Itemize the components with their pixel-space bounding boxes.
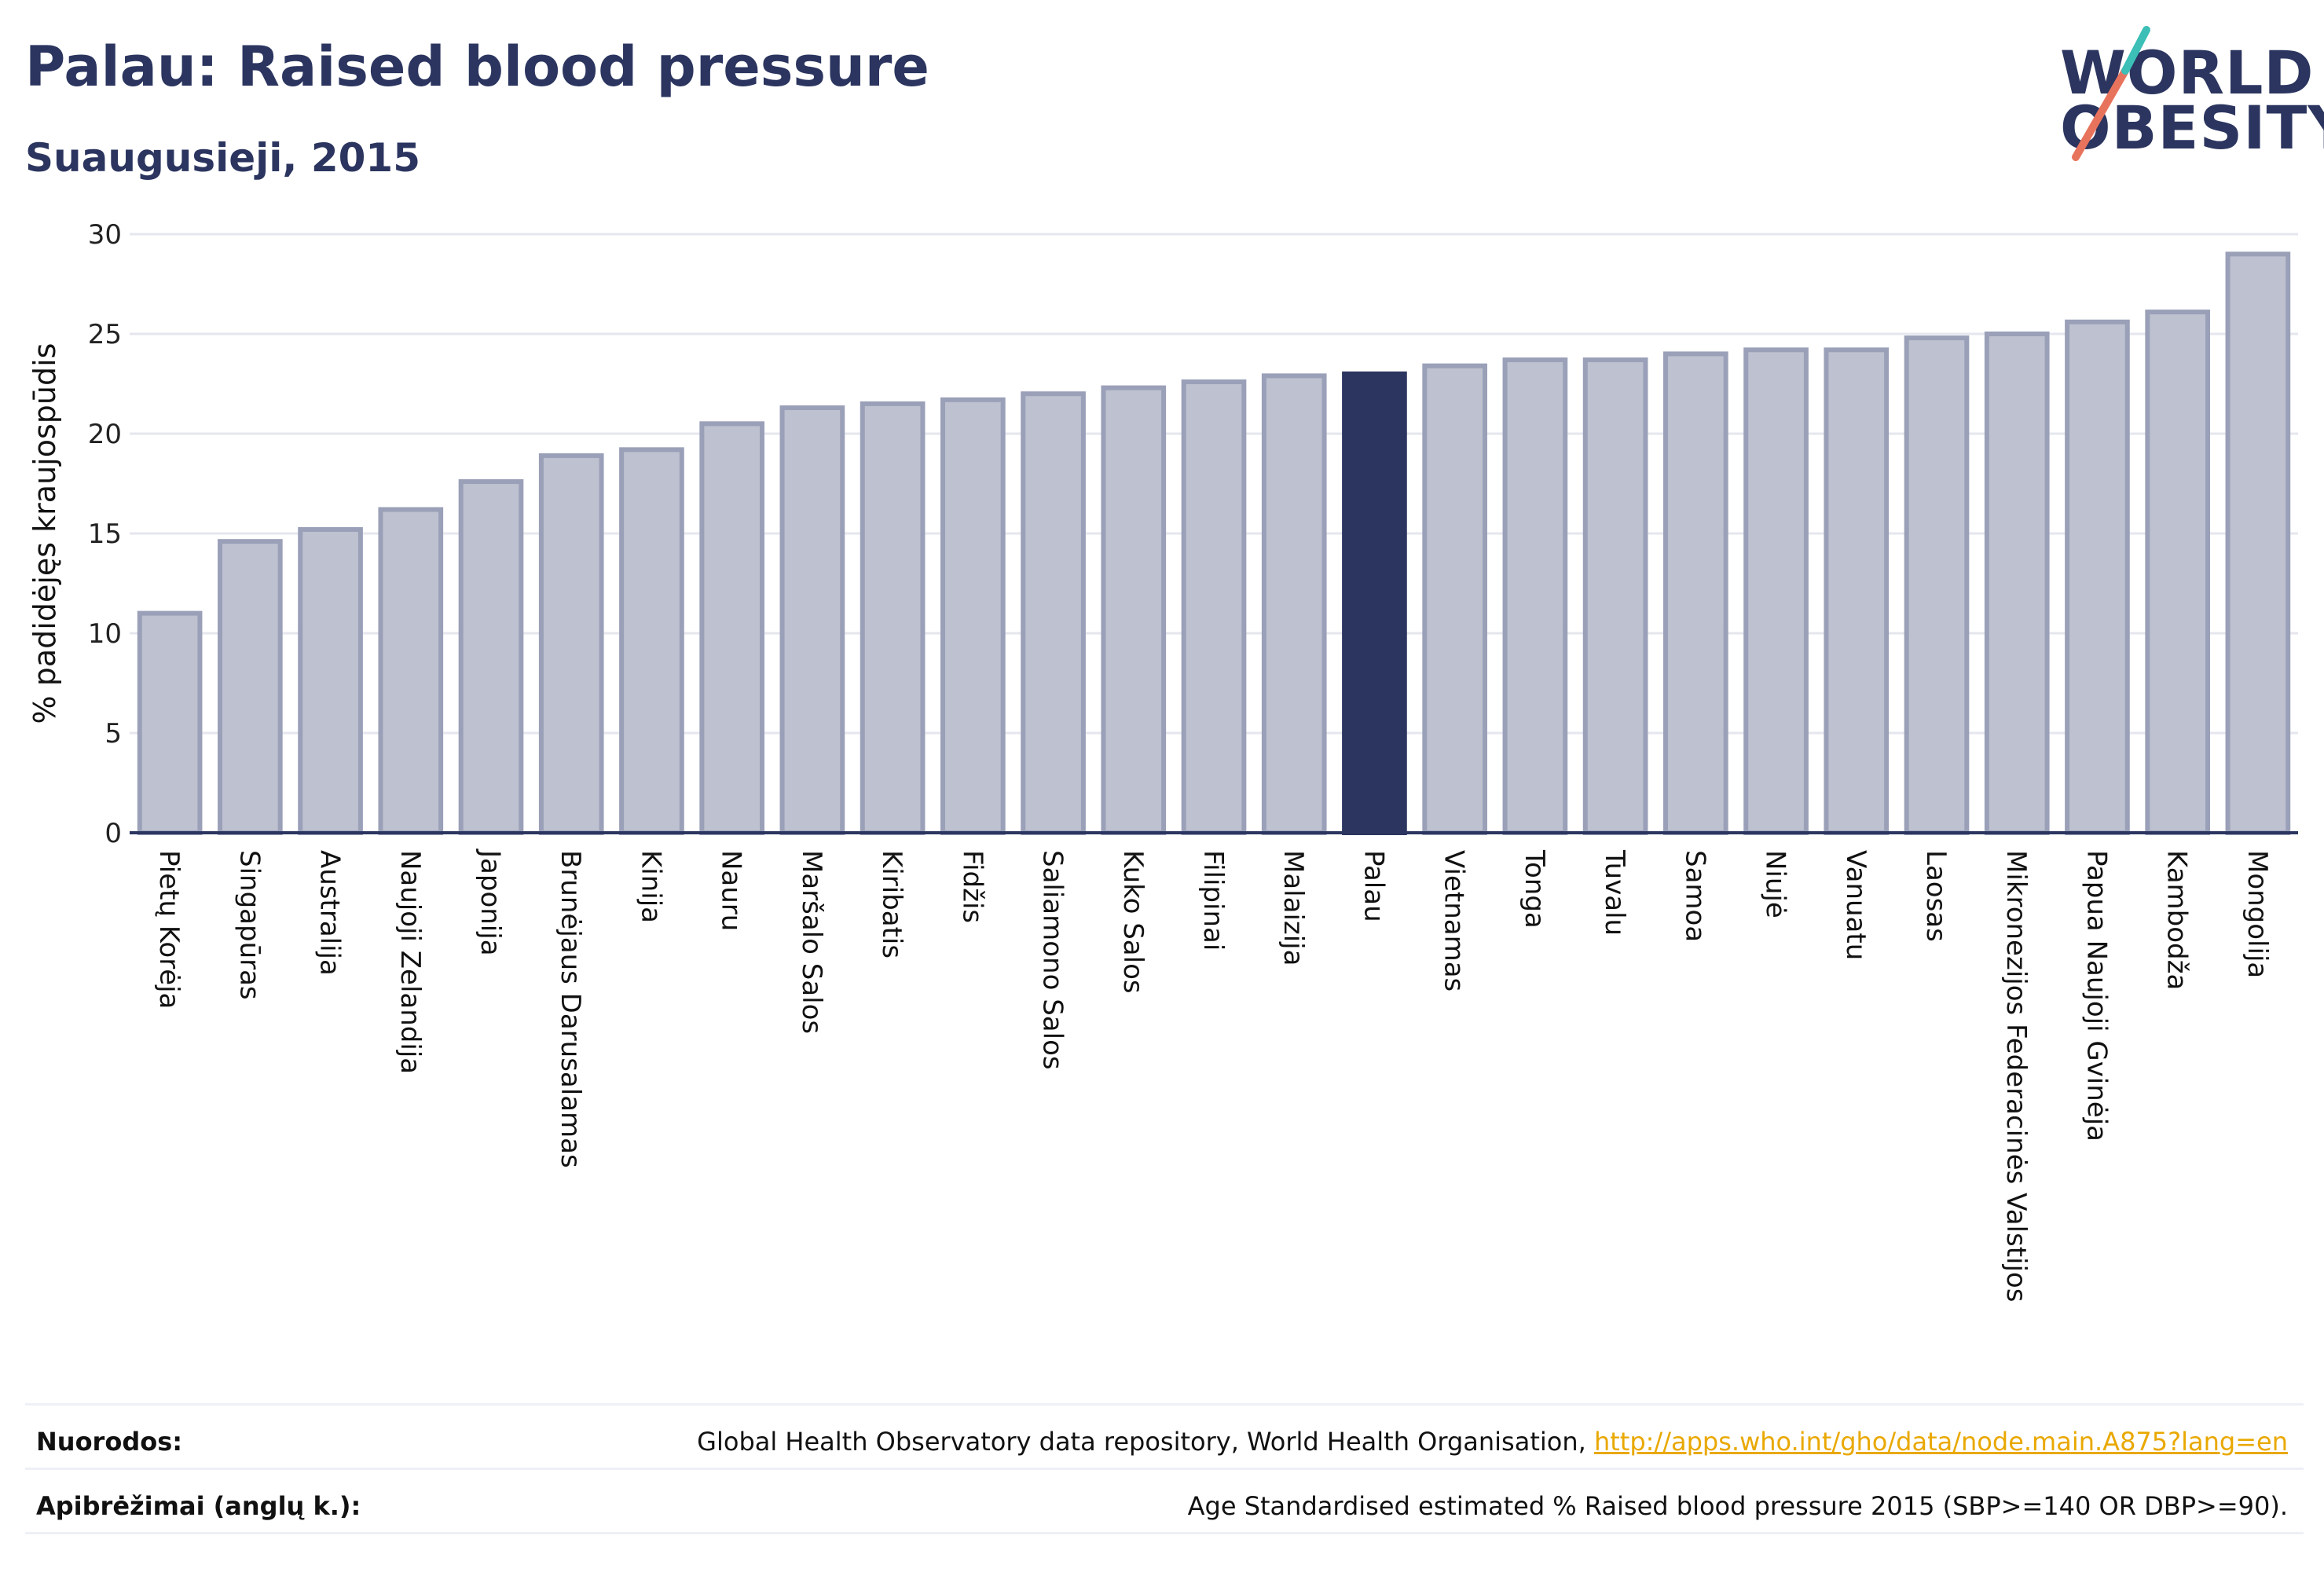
x-tick-label: Australija <box>314 850 346 976</box>
x-tick-label: Fidžis <box>956 850 988 923</box>
x-tick-label: Palau <box>1358 850 1389 922</box>
x-tick-label: Kinija <box>635 850 666 923</box>
x-tick-label: Vietnamas <box>1439 850 1470 991</box>
y-tick-label: 30 <box>88 219 122 251</box>
x-tick-label: Nauru <box>716 850 747 931</box>
bar-tuvalu[interactable] <box>1582 357 1648 835</box>
bar-laosas[interactable] <box>1904 335 1970 835</box>
y-tick-label: 15 <box>88 519 122 550</box>
sources-value: Global Health Observatory data repositor… <box>697 1427 2288 1457</box>
bar-samoa[interactable] <box>1663 351 1728 835</box>
x-tick-label: Saliamono Salos <box>1037 850 1069 1070</box>
bar-mongolija[interactable] <box>2225 251 2291 835</box>
bar-kambod-a[interactable] <box>2145 310 2210 835</box>
bar-piet-kor-ja[interactable] <box>137 610 203 835</box>
bar-vietnamas[interactable] <box>1422 363 1488 835</box>
chart-title: Palau: Raised blood pressure <box>25 35 929 99</box>
x-tick-label: Filipinai <box>1197 850 1229 951</box>
x-tick-label: Singapūras <box>233 850 265 1000</box>
sources-label: Nuorodos: <box>36 1427 183 1457</box>
x-tick-label: Maršalo Salos <box>796 850 827 1034</box>
x-tick-label: Tonga <box>1519 849 1550 929</box>
x-tick-label: Papua Naujoji Gvinėja <box>2080 850 2112 1142</box>
x-tick-label: Japonija <box>475 848 506 956</box>
x-tick-label: Niujė <box>1760 850 1791 918</box>
bar-malaizija[interactable] <box>1261 373 1327 835</box>
bar-brun-jaus-darusalamas[interactable] <box>538 453 604 835</box>
logo-text-world: WORLD <box>2060 38 2315 108</box>
y-axis-title: % padidėjęs kraujospūdis <box>27 343 62 724</box>
sources-text: Global Health Observatory data repositor… <box>697 1427 1594 1457</box>
bar-fid-is[interactable] <box>940 397 1006 835</box>
footer-divider-bottom <box>25 1532 2304 1534</box>
x-tick-label: Mongolija <box>2242 850 2273 978</box>
bar-filipinai[interactable] <box>1181 379 1247 835</box>
chart-subtitle: Suaugusieji, 2015 <box>25 135 420 181</box>
bars <box>137 251 2291 836</box>
x-tick-label: Naujoji Zelandija <box>394 850 426 1074</box>
bar-kiribatis[interactable] <box>860 401 926 835</box>
bar-tonga[interactable] <box>1502 357 1568 835</box>
x-tick-label: Brunėjaus Darusalamas <box>555 850 586 1168</box>
y-tick-label: 25 <box>88 319 122 350</box>
bar-japonija[interactable] <box>458 478 524 836</box>
bar-chart: 0 5 10 15 20 25 30 Pietų Korėja Singapūras Austra… <box>27 219 2298 1302</box>
x-tick-label: Vanuatu <box>1840 850 1871 960</box>
x-tick-label: Kiribatis <box>876 850 907 958</box>
x-tick-label: Tuvalu <box>1599 849 1630 936</box>
bar-papua-naujoji-gvin-ja[interactable] <box>2065 319 2130 835</box>
x-tick-label: Kambodža <box>2161 850 2193 990</box>
bar-australija[interactable] <box>298 526 363 835</box>
bar-palau[interactable] <box>1342 371 1407 835</box>
footer-divider-top <box>25 1403 2304 1406</box>
x-tick-label: Kuko Salos <box>1117 850 1149 994</box>
definitions-value: Age Standardised estimated % Raised bloo… <box>1187 1491 2288 1521</box>
x-tick-label: Laosas <box>1920 850 1952 942</box>
bar-naujoji-zelandija[interactable] <box>378 507 444 836</box>
logo-slash-icon <box>2072 26 2150 161</box>
y-tick-label: 5 <box>104 718 122 750</box>
bar-singap-ras[interactable] <box>218 539 283 835</box>
bar-mikronezijos-federacin-s-valstijos[interactable] <box>1984 332 2050 835</box>
bar-nauru[interactable] <box>699 421 764 835</box>
labels: 0 5 10 15 20 25 30 Pietų Korėja Singapūras Austra… <box>27 219 2273 1302</box>
y-tick-label: 20 <box>88 419 122 450</box>
footer-divider-middle <box>25 1468 2304 1470</box>
bar-kuko-salos[interactable] <box>1101 385 1167 835</box>
y-tick-label: 10 <box>88 618 122 650</box>
bar-niuj-[interactable] <box>1743 347 1809 835</box>
y-tick-label: 0 <box>104 818 122 849</box>
bar-vanuatu[interactable] <box>1824 347 1890 835</box>
bar-mar-alo-salos[interactable] <box>779 405 845 835</box>
sources-link[interactable]: http://apps.who.int/gho/data/node.main.A… <box>1593 1427 2288 1457</box>
x-tick-label: Samoa <box>1679 850 1710 942</box>
x-tick-label: Mikronezijos Federacinės Valstijos <box>2000 850 2032 1302</box>
x-tick-label: Pietų Korėja <box>153 850 185 1009</box>
bar-saliamono-salos[interactable] <box>1021 391 1086 835</box>
definitions-label: Apibrėžimai (anglų k.): <box>36 1491 361 1521</box>
x-tick-label: Malaizija <box>1277 850 1309 966</box>
world-obesity-logo: WORLD OBESITY <box>2043 24 2324 165</box>
bar-kinija[interactable] <box>619 447 684 835</box>
